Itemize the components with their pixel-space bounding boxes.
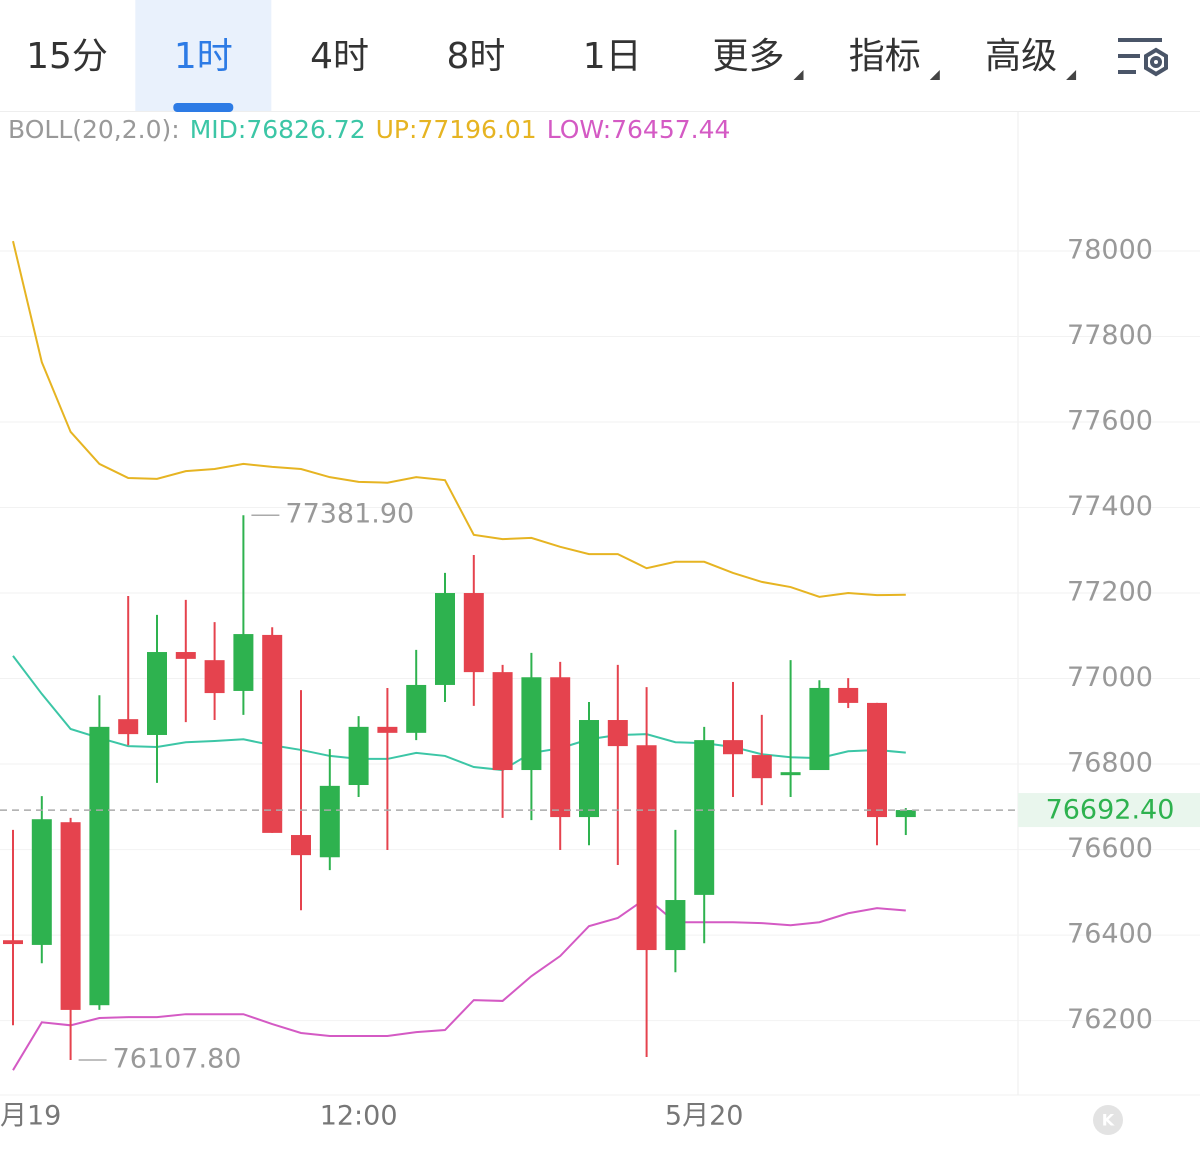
x-tick-label: 月19 xyxy=(0,1101,61,1132)
candle-body xyxy=(809,687,830,771)
tab-label: 高级 xyxy=(985,36,1057,77)
candle-body xyxy=(60,822,81,1010)
candle-body xyxy=(233,634,254,691)
candle-body xyxy=(204,660,225,694)
tab-label: 更多 xyxy=(712,36,784,77)
legend-value: 77196.01 xyxy=(417,115,536,144)
candle-body xyxy=(118,719,139,735)
tab-label: 4时 xyxy=(310,36,369,77)
candle-body xyxy=(435,593,455,685)
tab-label: 8时 xyxy=(446,36,505,77)
candle-body xyxy=(463,593,484,673)
tab[interactable]: 8时 xyxy=(446,36,505,77)
candle-body xyxy=(838,687,859,703)
icon-hex xyxy=(1144,47,1168,77)
x-tick-label: 5月20 xyxy=(665,1101,744,1132)
legend-value: 76457.44 xyxy=(611,115,730,144)
tab-label: 1日 xyxy=(583,36,642,77)
tab[interactable]: 指标 xyxy=(849,36,940,80)
candle-body xyxy=(579,720,599,818)
boll-line xyxy=(12,240,906,598)
candle-body xyxy=(348,726,369,786)
y-tick-label: 78000 xyxy=(1067,234,1153,265)
candle-body xyxy=(492,672,513,771)
legend: BOLL(20,2.0): MID:76826.72 UP:77196.01 LOW:… xyxy=(8,115,730,144)
y-tick-label: 77400 xyxy=(1067,491,1153,522)
scroll-back-icon: K xyxy=(1102,1111,1115,1130)
legend-name: UP: xyxy=(376,115,418,144)
annotation-label: 76107.80 xyxy=(113,1044,242,1075)
icon-dot xyxy=(1150,56,1162,68)
y-tick-label: 76600 xyxy=(1067,833,1153,864)
annotation-label: 77381.90 xyxy=(285,499,414,530)
tab-underline xyxy=(173,103,234,112)
candle-body xyxy=(867,702,887,818)
scroll-back-button[interactable] xyxy=(1093,1105,1123,1135)
candle-body xyxy=(751,755,772,779)
candle-body xyxy=(550,677,571,818)
tab-highlight xyxy=(135,0,272,111)
candle-body xyxy=(175,652,196,659)
x-tick-label: 12:00 xyxy=(320,1101,398,1132)
y-tick-label: 76800 xyxy=(1067,748,1153,779)
candle-body xyxy=(262,634,283,833)
candle-body xyxy=(694,740,715,895)
candle-body xyxy=(147,652,167,735)
current-price-box xyxy=(1018,793,1200,828)
tab-label: 指标 xyxy=(849,36,921,77)
current-price-label: 76692.40 xyxy=(1046,795,1175,826)
legend-name: LOW: xyxy=(547,115,611,144)
candle-body xyxy=(319,785,340,858)
tab-label: 1时 xyxy=(174,36,233,77)
candle-body xyxy=(895,810,916,818)
tab[interactable]: 15分 xyxy=(26,36,108,77)
candle-body xyxy=(31,819,52,945)
legend-name: MID: xyxy=(190,115,247,144)
candle-body xyxy=(521,677,542,771)
candle-body xyxy=(377,726,398,733)
candle-body xyxy=(665,900,686,951)
candle-body xyxy=(291,835,311,856)
tab[interactable]: 1时 xyxy=(135,0,272,112)
candle-body xyxy=(89,726,110,1006)
dropdown-arrow xyxy=(1066,70,1077,80)
tab[interactable]: 更多 xyxy=(712,36,804,80)
dropdown-arrow xyxy=(929,70,940,80)
candle-body xyxy=(3,940,23,945)
tab[interactable]: 1日 xyxy=(583,36,642,77)
candle-body xyxy=(607,720,628,747)
y-tick-label: 77200 xyxy=(1067,577,1153,608)
candle-body xyxy=(406,684,427,733)
candle-body xyxy=(780,772,801,776)
tab[interactable]: 高级 xyxy=(985,36,1077,80)
tab[interactable]: 4时 xyxy=(310,36,369,77)
y-tick-label: 77600 xyxy=(1067,405,1153,436)
settings-icon[interactable] xyxy=(1118,38,1168,77)
tab-label: 15分 xyxy=(26,36,108,77)
legend-indicator: BOLL(20,2.0): xyxy=(8,115,180,144)
legend-value: 76826.72 xyxy=(246,115,365,144)
dropdown-arrow xyxy=(793,70,804,80)
candle-body xyxy=(723,740,743,755)
boll-line xyxy=(12,655,906,772)
candle-body xyxy=(636,745,657,951)
y-tick-label: 76400 xyxy=(1067,919,1153,950)
y-tick-label: 77000 xyxy=(1067,662,1153,693)
boll-line xyxy=(12,896,906,1071)
y-tick-label: 76200 xyxy=(1067,1004,1153,1035)
y-tick-label: 77800 xyxy=(1067,320,1153,351)
